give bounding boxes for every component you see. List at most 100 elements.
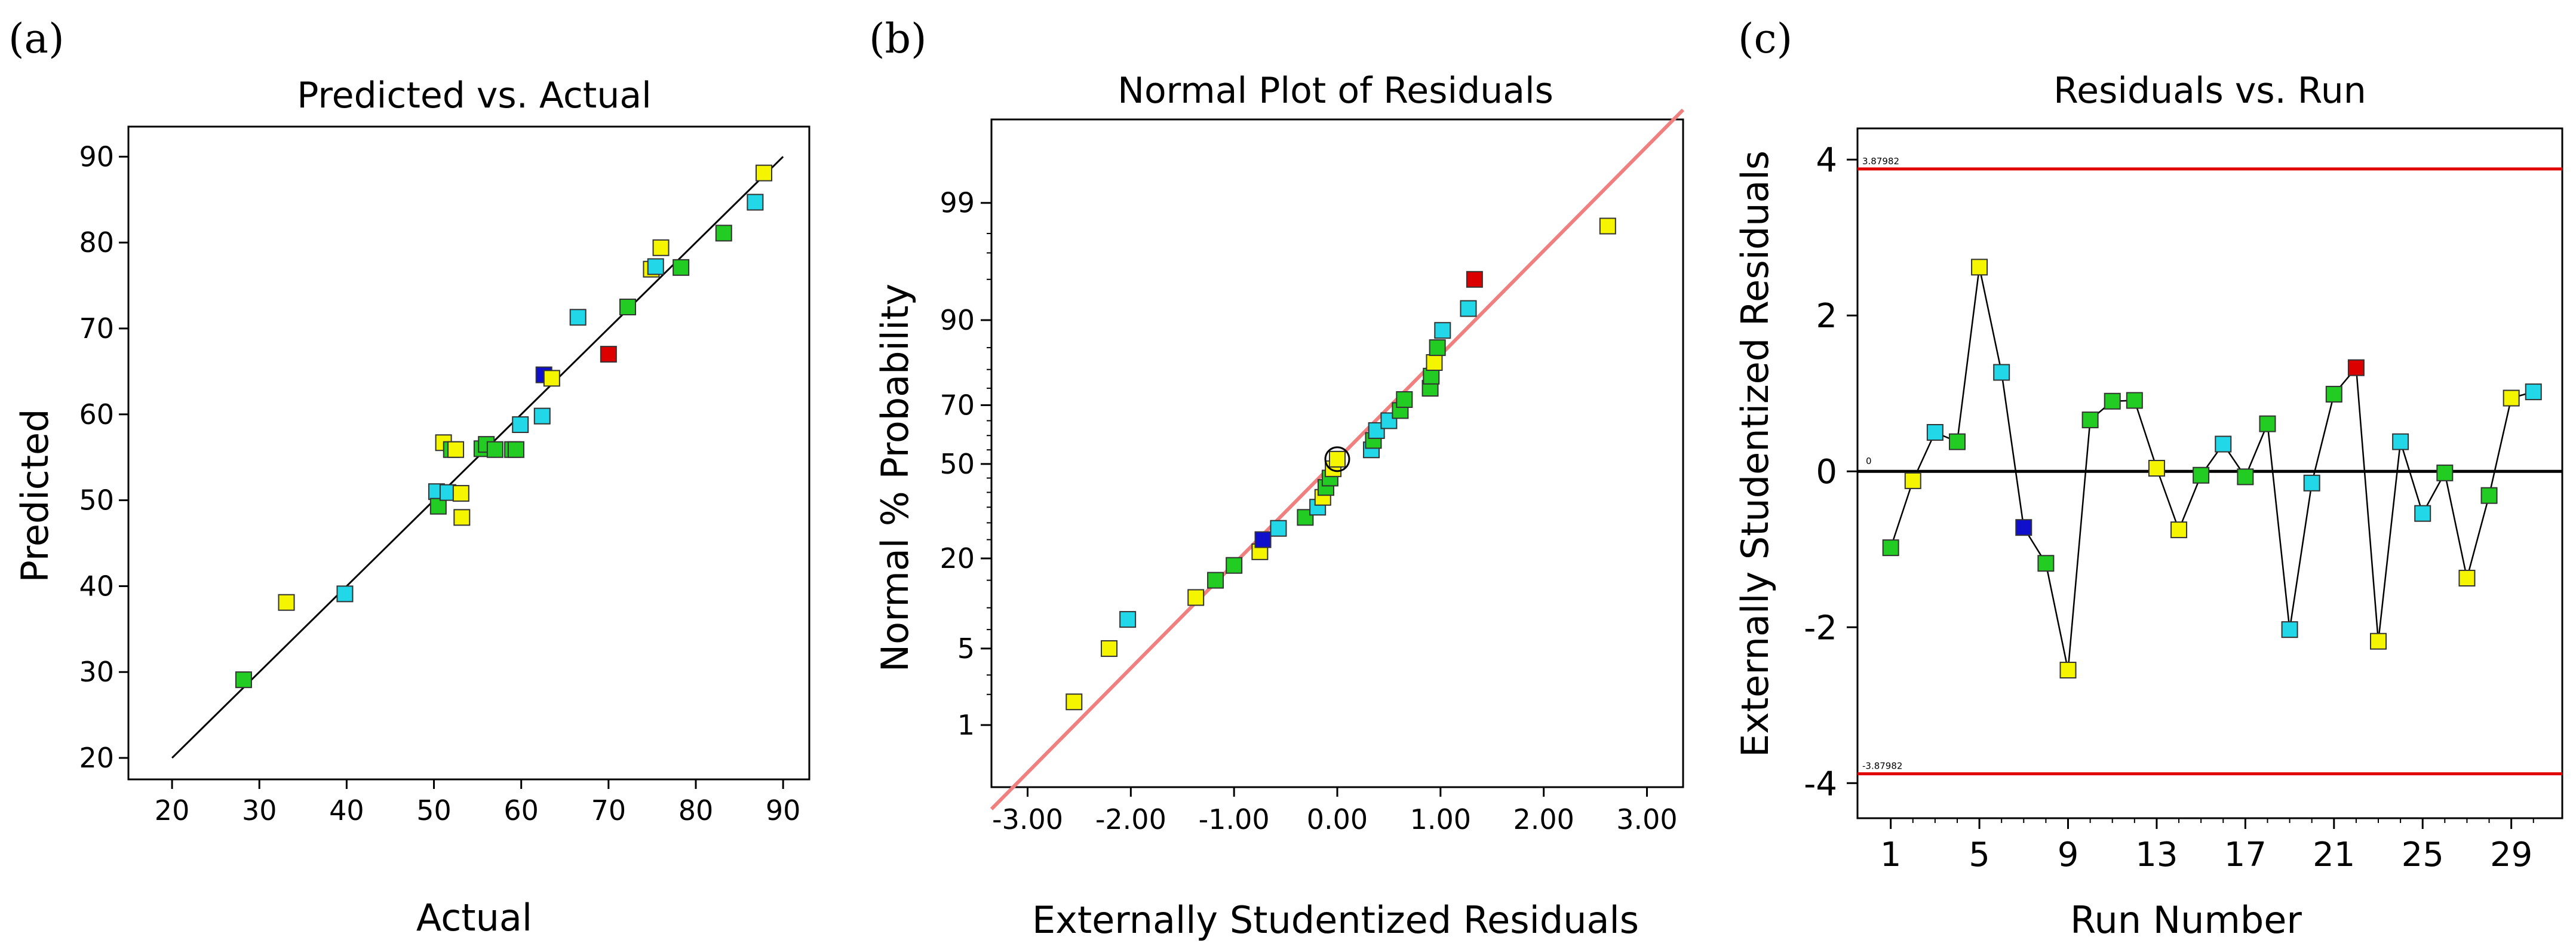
- y-tick-label: 50: [939, 448, 975, 480]
- y-tick-label: 70: [939, 389, 975, 421]
- data-point: [2347, 359, 2365, 376]
- data-point: [1460, 300, 1477, 317]
- x-tick-label: 9: [2058, 836, 2079, 874]
- y-tick-label: 20: [79, 742, 114, 774]
- chart-a-frame: [127, 125, 810, 781]
- data-point: [1187, 589, 1205, 606]
- y-tick-label: 90: [79, 140, 114, 173]
- y-tick-label: 40: [79, 570, 114, 602]
- x-tick-label: 5: [1969, 836, 1990, 874]
- x-tick-label: 25: [2402, 836, 2444, 874]
- data-point: [569, 309, 587, 326]
- data-point: [278, 594, 295, 611]
- x-tick-label: 29: [2490, 836, 2532, 874]
- data-point: [2237, 468, 2254, 486]
- data-point: [1254, 531, 1272, 548]
- data-point: [747, 194, 764, 211]
- chart-b-ylabel: Normal % Probability: [873, 284, 917, 672]
- data-point: [2325, 386, 2342, 403]
- reference-line: [171, 156, 784, 759]
- data-point: [1882, 539, 1899, 557]
- data-point: [756, 164, 772, 182]
- x-tick-label: 30: [242, 794, 277, 827]
- y-tick-label: 60: [79, 398, 114, 431]
- data-point: [512, 416, 529, 434]
- y-tick-label: -4: [1804, 764, 1837, 803]
- y-tick-label: 80: [79, 226, 114, 259]
- x-tick-label: 70: [591, 794, 627, 827]
- lower-limit-label: -3.87982: [1862, 761, 1902, 772]
- data-point: [652, 239, 670, 256]
- data-point: [1426, 354, 1443, 371]
- x-tick-label: 1.00: [1410, 803, 1471, 836]
- data-point: [429, 497, 447, 515]
- chart-c-marks: 3.87982 -3.87982 0: [1857, 156, 2562, 776]
- chart-a-title: Predicted vs. Actual: [297, 75, 652, 116]
- y-tick-label: 70: [79, 312, 114, 345]
- data-point: [1423, 367, 1440, 385]
- x-tick-label: 3.00: [1616, 803, 1677, 836]
- x-tick-label: 80: [678, 794, 714, 827]
- chart-c-axes: 1 5 9 13 17 21 25 29 -4 -2 0 2 4: [1804, 127, 2563, 874]
- x-tick-label: -1.00: [1199, 803, 1270, 836]
- x-tick-label: -2.00: [1095, 803, 1166, 836]
- y-tick-label: 90: [939, 304, 975, 336]
- x-tick-label: 21: [2313, 836, 2355, 874]
- x-tick-label: 60: [503, 794, 539, 827]
- data-point: [1926, 423, 1943, 441]
- data-point: [1101, 640, 1118, 657]
- chart-c-title: Residuals vs. Run: [2053, 70, 2366, 112]
- data-point: [2281, 621, 2298, 638]
- data-point: [543, 370, 560, 387]
- data-point: [619, 299, 636, 316]
- chart-c-ylabel: Externally Studentized Residuals: [1733, 151, 1777, 757]
- y-tick-label: 1: [957, 709, 975, 741]
- data-point: [453, 509, 471, 526]
- data-point: [2525, 383, 2542, 401]
- data-point: [2015, 519, 2032, 536]
- data-point: [1466, 271, 1483, 288]
- data-point: [1904, 472, 1921, 489]
- data-point: [1207, 572, 1224, 589]
- data-point: [2436, 464, 2454, 481]
- chart-b-axes: -3.00 -2.00 -1.00 0.00 1.00 2.00 3.00 1 5 20 50 70 9…: [939, 118, 1684, 836]
- y-tick-label: 4: [1816, 141, 1837, 180]
- data-point: [1226, 557, 1243, 574]
- data-point: [507, 441, 524, 458]
- data-point: [715, 225, 732, 242]
- x-tick-label: 90: [766, 794, 801, 827]
- upper-limit-label: 3.87982: [1862, 156, 1899, 167]
- data-point: [2148, 460, 2165, 477]
- zero-label: 0: [1866, 456, 1872, 466]
- chart-panel-c: Residuals vs. Run 1 5 9 13 17 21 25 29 -4 -2 0 2 4 3…: [1733, 70, 2563, 942]
- chart-a-xlabel: Actual: [416, 896, 532, 939]
- data-point: [1066, 693, 1083, 711]
- data-point: [2193, 466, 2210, 484]
- data-point: [235, 671, 252, 689]
- data-point: [533, 407, 551, 425]
- data-point: [1329, 450, 1346, 468]
- x-tick-label: 20: [155, 794, 190, 827]
- y-tick-label: -2: [1804, 609, 1837, 647]
- chart-panel-a: Predicted vs. Actual 20 30 40 50 60 70 80 90 20 3…: [13, 75, 810, 939]
- data-point: [486, 441, 503, 458]
- data-point: [673, 259, 690, 276]
- data-point: [1993, 364, 2010, 381]
- y-tick-label: 2: [1816, 297, 1837, 336]
- data-point: [2081, 411, 2099, 429]
- data-point: [647, 258, 664, 275]
- x-tick-label: 13: [2135, 836, 2178, 874]
- chart-a-axes: 20 30 40 50 60 70 80 90 20 30 40 50 60 70 80 90: [79, 125, 810, 827]
- y-tick-label: 20: [939, 542, 975, 575]
- data-point: [1396, 391, 1413, 409]
- data-point: [600, 346, 617, 363]
- data-point: [2480, 487, 2498, 504]
- chart-c-xlabel: Run Number: [2070, 898, 2302, 942]
- data-point: [2392, 433, 2409, 450]
- data-point: [2126, 392, 2143, 409]
- data-point: [2458, 570, 2476, 587]
- data-point: [2303, 474, 2320, 492]
- data-point: [1119, 611, 1137, 628]
- data-point: [1434, 322, 1451, 339]
